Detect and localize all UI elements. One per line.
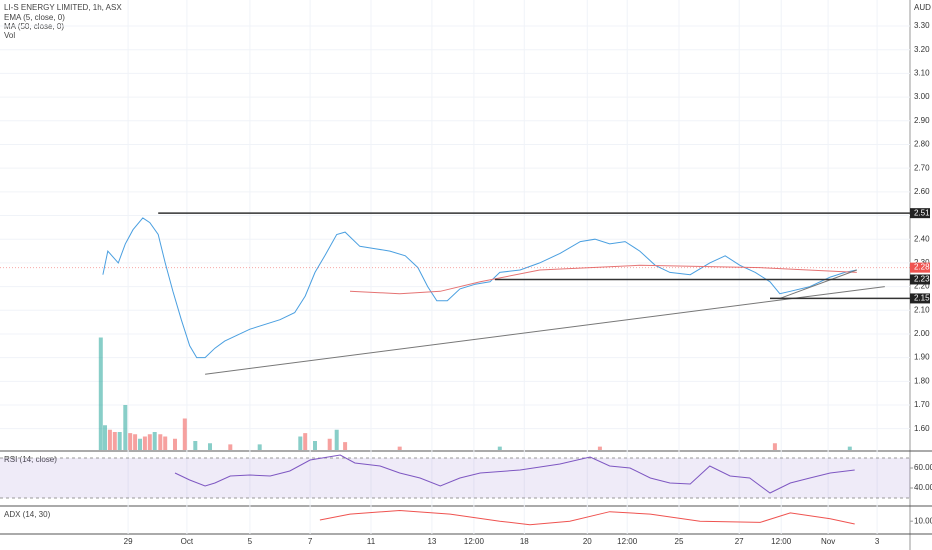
- volume-bar: [103, 425, 107, 450]
- y-tick-label: 2.00: [914, 329, 930, 338]
- volume-bar: [123, 405, 128, 450]
- x-tick-label: 7: [308, 537, 313, 546]
- volume-bar: [98, 337, 103, 450]
- volume-bar: [327, 438, 332, 450]
- rsi-band: [0, 458, 910, 498]
- x-tick-label: 3: [875, 537, 880, 546]
- level-label: 2.51: [914, 208, 930, 217]
- volume-bar: [343, 442, 348, 450]
- volume-bar: [303, 433, 308, 450]
- y-tick-label: 40.00: [914, 483, 932, 492]
- volume-bar: [313, 441, 317, 450]
- y-tick-label: 1.70: [914, 400, 930, 409]
- x-tick-label: 29: [124, 537, 133, 546]
- y-tick-label: 3.00: [914, 92, 930, 101]
- series-line: [174, 454, 855, 494]
- x-tick-label: 5: [248, 537, 253, 546]
- level-tag: [910, 274, 930, 285]
- y-tick-label: 2.20: [914, 282, 930, 291]
- indicator-label: EMA (5, close, 0): [4, 13, 65, 22]
- y-tick-label: 1.60: [914, 424, 930, 433]
- volume-bar: [257, 444, 262, 450]
- series-line: [349, 264, 857, 295]
- series-line: [102, 217, 857, 359]
- volume-bar: [147, 434, 152, 450]
- volume-bar: [117, 432, 122, 450]
- panel-title: RSI (14, close): [4, 455, 57, 464]
- volume-bar: [597, 446, 602, 450]
- y-tick-label: 2.80: [914, 140, 930, 149]
- volume-bar: [128, 433, 133, 450]
- x-tick-label: Oct: [181, 537, 194, 546]
- panel-title: ADX (14, 30): [4, 510, 51, 519]
- volume-bar: [158, 434, 163, 450]
- volume-bar: [334, 429, 339, 450]
- trendline: [779, 269, 857, 299]
- volume-bar: [142, 436, 147, 450]
- y-tick-label: 3.20: [914, 45, 930, 54]
- level-label: 2.15: [914, 294, 930, 303]
- y-tick-label: 2.60: [914, 187, 930, 196]
- y-tick-label: 2.70: [914, 163, 930, 172]
- indicator-label: Vol: [4, 31, 15, 40]
- x-tick-label: 25: [675, 537, 684, 546]
- volume-bar: [152, 432, 157, 450]
- y-tick-label: 2.30: [914, 258, 930, 267]
- volume-bar: [228, 444, 233, 450]
- level-tag: [910, 208, 930, 219]
- volume-bar: [133, 434, 138, 450]
- x-tick-label: 18: [520, 537, 529, 546]
- y-tick-label: 3.10: [914, 69, 930, 78]
- trendline: [205, 286, 885, 375]
- volume-bar: [193, 441, 198, 450]
- volume-bar: [182, 418, 187, 450]
- volume-bar: [112, 432, 117, 450]
- currency: AUD: [914, 3, 931, 12]
- volume-bar: [107, 429, 112, 450]
- y-tick-label: 10.00: [914, 516, 932, 525]
- level-label: 2.23: [914, 275, 930, 284]
- x-tick-label: Nov: [821, 537, 835, 546]
- x-tick-label: 11: [367, 537, 376, 546]
- series-line: [319, 509, 855, 526]
- x-tick-label: 12:00: [617, 537, 638, 546]
- volume-bar: [497, 446, 502, 450]
- y-tick-label: 2.40: [914, 234, 930, 243]
- volume-bar: [772, 443, 777, 450]
- y-tick-label: 2.10: [914, 305, 930, 314]
- chart-title: LI-S ENERGY LIMITED, 1h, ASX: [4, 3, 122, 12]
- x-tick-label: 12:00: [464, 537, 485, 546]
- volume-bar: [163, 436, 168, 450]
- y-tick-label: 3.30: [914, 21, 930, 30]
- x-tick-label: 12:00: [771, 537, 792, 546]
- level-tag: [910, 293, 930, 304]
- x-tick-label: 20: [583, 537, 592, 546]
- x-tick-label: 27: [735, 537, 744, 546]
- y-tick-label: 1.90: [914, 353, 930, 362]
- y-tick-label: 1.80: [914, 376, 930, 385]
- y-tick-label: 2.90: [914, 116, 930, 125]
- volume-bar: [847, 446, 852, 450]
- x-tick-label: 13: [427, 537, 436, 546]
- last-price-label: 2.28: [914, 263, 930, 272]
- last-price-tag: [910, 262, 930, 273]
- volume-bar: [298, 436, 303, 450]
- volume-bar: [397, 446, 402, 450]
- y-tick-label: 60.00: [914, 463, 932, 472]
- volume-bar: [208, 443, 212, 450]
- volume-bar: [173, 438, 177, 450]
- indicator-label: MA (50, close, 0): [4, 22, 64, 31]
- volume-bar: [138, 438, 142, 450]
